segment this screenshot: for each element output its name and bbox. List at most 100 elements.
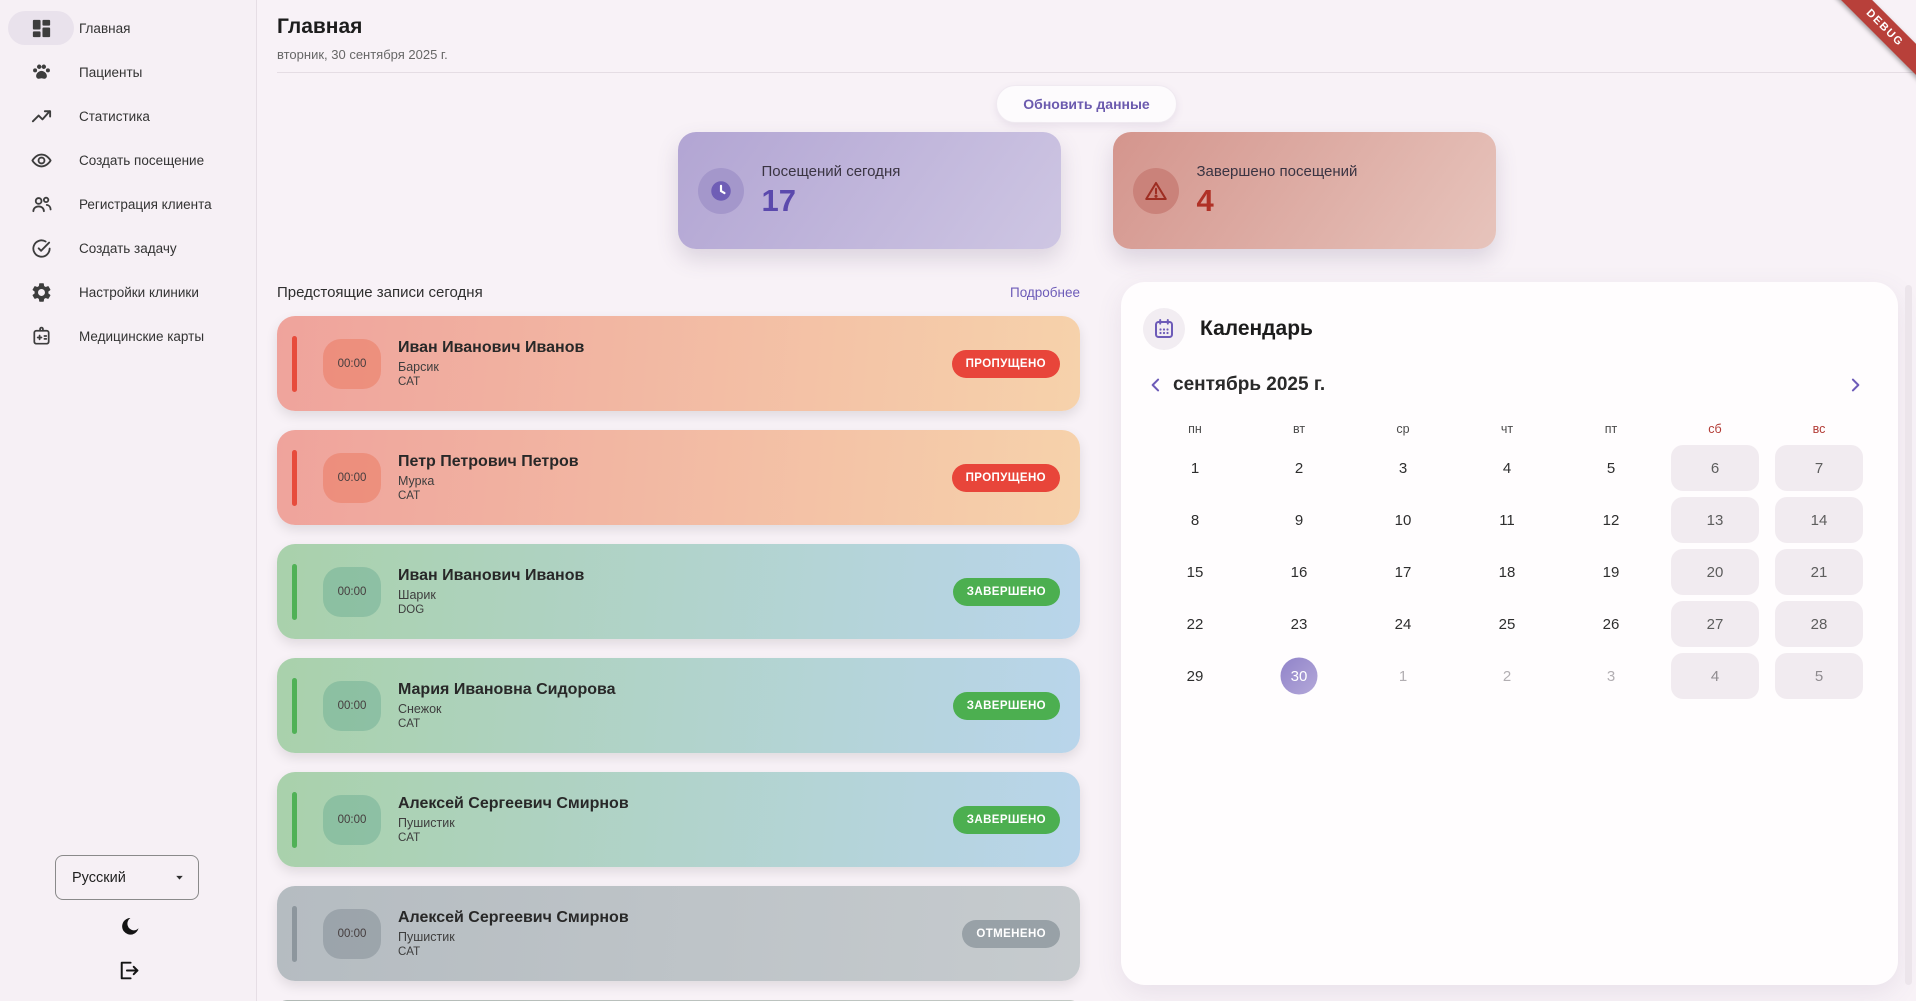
pet-name: Снежок: [398, 702, 442, 716]
scrollbar[interactable]: [1905, 285, 1912, 985]
calendar-day[interactable]: 22: [1143, 598, 1247, 650]
logout-button[interactable]: [116, 958, 141, 983]
calendar-day[interactable]: 26: [1559, 598, 1663, 650]
moon-icon: [117, 918, 141, 943]
calendar-day[interactable]: 3: [1559, 650, 1663, 702]
calendar-day[interactable]: 3: [1351, 442, 1455, 494]
calendar-day[interactable]: 20: [1663, 546, 1767, 598]
calendar-day[interactable]: 25: [1455, 598, 1559, 650]
calendar-day[interactable]: 6: [1663, 442, 1767, 494]
calendar-day[interactable]: 16: [1247, 546, 1351, 598]
appointment-time: 00:00: [323, 680, 381, 731]
appointment-card[interactable]: 00:00 Мария Ивановна Сидорова Снежок CAT…: [277, 658, 1080, 753]
calendar-day[interactable]: 4: [1455, 442, 1559, 494]
language-select[interactable]: Русский: [55, 855, 199, 900]
appointments-more-link[interactable]: Подробнее: [1009, 284, 1080, 300]
dark-mode-toggle[interactable]: [117, 915, 141, 939]
calendar-day[interactable]: 1: [1351, 650, 1455, 702]
sidebar-item-clinic-settings[interactable]: Настройки клиники: [0, 270, 256, 314]
appointment-info: Иван Иванович Иванов Барсик CAT: [398, 338, 584, 389]
sidebar-item-label: Медицинские карты: [79, 328, 205, 344]
calendar-day-number: 19: [1602, 563, 1620, 581]
calendar-icon: [1143, 308, 1185, 350]
calendar-day-number: 29: [1186, 667, 1204, 685]
pet-name: Барсик: [398, 360, 439, 374]
pet-species: CAT: [398, 490, 421, 502]
calendar-day[interactable]: 23: [1247, 598, 1351, 650]
calendar-day[interactable]: 18: [1455, 546, 1559, 598]
sidebar-item-medical-records[interactable]: Медицинские карты: [0, 314, 256, 358]
refresh-data-button[interactable]: Обновить данные: [996, 85, 1177, 123]
appointment-card[interactable]: 00:00 Алексей Сергеевич Смирнов Пушистик…: [277, 772, 1080, 867]
calendar-day[interactable]: 19: [1559, 546, 1663, 598]
weekday-label: вт: [1292, 422, 1306, 436]
appointment-card[interactable]: 00:00 Иван Иванович Иванов Шарик DOG ЗАВ…: [277, 544, 1080, 639]
sidebar-item-patients[interactable]: Пациенты: [0, 50, 256, 94]
sidebar-item-create-visit[interactable]: Создать посещение: [0, 138, 256, 182]
calendar-day[interactable]: 28: [1767, 598, 1871, 650]
calendar-day-number: 11: [1499, 511, 1515, 529]
calendar-day[interactable]: 5: [1767, 650, 1871, 702]
calendar-day[interactable]: 11: [1455, 494, 1559, 546]
calendar-day-number: 15: [1186, 563, 1204, 581]
status-color-bar: [292, 449, 297, 506]
calendar-day-number: 21: [1810, 563, 1828, 581]
calendar-day[interactable]: 9: [1247, 494, 1351, 546]
calendar-day-number: 9: [1294, 511, 1304, 529]
calendar-day-number: 25: [1498, 615, 1516, 633]
stat-card-completed-visits: Завершено посещений 4: [1112, 132, 1496, 249]
calendar-day[interactable]: 7: [1767, 442, 1871, 494]
sidebar-item-create-task[interactable]: Создать задачу: [0, 226, 256, 270]
pet-species: CAT: [398, 376, 421, 388]
calendar-day[interactable]: 14: [1767, 494, 1871, 546]
calendar-day[interactable]: 17: [1351, 546, 1455, 598]
calendar-day[interactable]: 12: [1559, 494, 1663, 546]
sidebar-item-statistics[interactable]: Статистика: [0, 94, 256, 138]
weekday-label: пн: [1188, 422, 1202, 436]
sidebar-item-home[interactable]: Главная: [0, 6, 256, 50]
next-month-button[interactable]: [1842, 372, 1868, 398]
sidebar-nav: Главная Пациенты Статистика Создать посе…: [0, 0, 256, 358]
sidebar-item-label: Создать задачу: [79, 240, 177, 256]
calendar-panel: Календарь сентябрь 2025 г. пн вт ср чт пт сб в…: [1121, 282, 1898, 985]
calendar-day[interactable]: 4: [1663, 650, 1767, 702]
clock-icon: [697, 167, 744, 214]
trend-icon: [8, 99, 74, 133]
appointment-card[interactable]: 00:00 Иван Иванович Иванов Барсик CAT ПР…: [277, 316, 1080, 411]
calendar-day[interactable]: 1: [1143, 442, 1247, 494]
pet-species: DOG: [398, 604, 425, 616]
calendar-day[interactable]: 10: [1351, 494, 1455, 546]
calendar-day[interactable]: 2: [1247, 442, 1351, 494]
calendar-day[interactable]: 29: [1143, 650, 1247, 702]
pet-name: Мурка: [398, 474, 435, 488]
calendar-weekday-row: пн вт ср чт пт сб вс: [1143, 422, 1872, 436]
language-value: Русский: [72, 869, 126, 886]
calendar-day[interactable]: 5: [1559, 442, 1663, 494]
pet-name: Пушистик: [398, 816, 455, 830]
calendar-day-number: 12: [1602, 511, 1620, 529]
sidebar-item-register-client[interactable]: Регистрация клиента: [0, 182, 256, 226]
appointment-card[interactable]: 00:00 Алексей Сергеевич Смирнов Пушистик…: [277, 886, 1080, 981]
stat-value: 17: [761, 182, 796, 218]
previous-month-button[interactable]: [1143, 372, 1169, 398]
client-name: Иван Иванович Иванов: [398, 567, 585, 584]
calendar-day[interactable]: 8: [1143, 494, 1247, 546]
calendar-day[interactable]: 2: [1455, 650, 1559, 702]
calendar-day-number: 26: [1602, 615, 1620, 633]
calendar-day-number: 2: [1294, 459, 1304, 477]
calendar-day-number: 8: [1190, 511, 1200, 529]
calendar-day-number: 3: [1398, 459, 1408, 477]
page-date: вторник, 30 сентября 2025 г.: [277, 47, 448, 62]
calendar-day-number: 5: [1606, 459, 1616, 477]
weekday-label: ср: [1396, 422, 1410, 436]
sidebar-item-label: Статистика: [79, 108, 150, 124]
calendar-day[interactable]: 24: [1351, 598, 1455, 650]
calendar-day[interactable]: 27: [1663, 598, 1767, 650]
calendar-day[interactable]: 15: [1143, 546, 1247, 598]
calendar-day[interactable]: 30: [1247, 650, 1351, 702]
appointment-time: 00:00: [323, 338, 381, 389]
calendar-day[interactable]: 13: [1663, 494, 1767, 546]
appointment-card[interactable]: 00:00 Петр Петрович Петров Мурка CAT ПРО…: [277, 430, 1080, 525]
calendar-day[interactable]: 21: [1767, 546, 1871, 598]
paw-icon: [8, 55, 74, 89]
